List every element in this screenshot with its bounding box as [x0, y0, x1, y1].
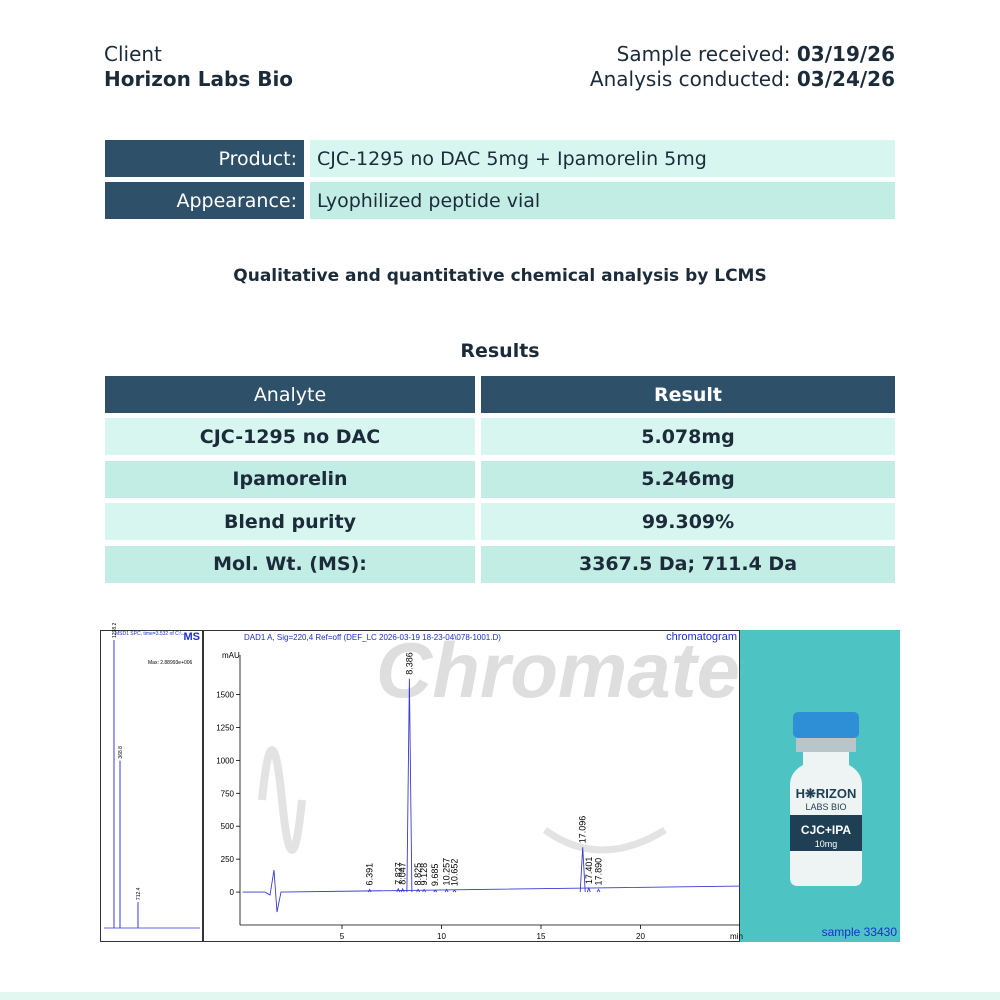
- vial-brand: H❋RIZON: [796, 786, 857, 801]
- ms-panel: [100, 630, 203, 942]
- footer-strip: [0, 992, 1000, 1000]
- table-cell: 99.309%: [481, 503, 895, 540]
- peak-label: 9.128: [419, 863, 429, 886]
- table-cell: CJC-1295 no DAC: [105, 418, 475, 455]
- peak: [367, 888, 372, 893]
- table-cell: Analyte: [105, 376, 475, 413]
- chromatogram-label: chromatogram: [666, 631, 737, 643]
- peak-label: 6.391: [365, 863, 375, 886]
- table-cell: 5.246mg: [481, 460, 895, 498]
- watermark-swoosh: [542, 827, 667, 854]
- ms-peak-label: 712.4: [136, 887, 142, 900]
- ms-peak-label: 1298.2: [112, 622, 118, 638]
- vial-cap: [793, 712, 859, 738]
- y-tick-label: 500: [221, 822, 235, 831]
- peak-label: 7.827: [393, 862, 403, 885]
- peak-label: 10.652: [449, 859, 459, 887]
- received-date: 03/19/26: [796, 42, 895, 66]
- table-cell: 3367.5 Da; 711.4 Da: [481, 545, 895, 583]
- watermark-icon: [258, 746, 306, 854]
- y-tick-label: 250: [221, 855, 235, 864]
- ms-max: Max: 2.88993e+006: [148, 660, 193, 666]
- peak: [406, 678, 413, 893]
- x-tick-label: 20: [636, 932, 645, 941]
- peak: [422, 888, 427, 893]
- sample-id: sample 33430: [822, 925, 898, 939]
- peak-label: 8.386: [404, 652, 414, 675]
- peak-label: 9.685: [430, 864, 440, 887]
- ms-header: MSD1 SPC, time=3.532 of C:\...: [115, 631, 186, 637]
- peak: [579, 847, 586, 893]
- conducted-date: 03/24/26: [796, 67, 895, 91]
- table-cell: Ipamorelin: [105, 460, 475, 498]
- received-label: Sample received:: [616, 42, 791, 66]
- peak-label: 17.096: [578, 816, 588, 844]
- conducted: Analysis conducted: 03/24/26: [590, 67, 895, 91]
- product-value: CJC-1295 no DAC 5mg + Ipamorelin 5mg: [310, 140, 895, 177]
- received: Sample received: 03/19/26: [617, 42, 895, 66]
- client-name: Horizon Labs Bio: [104, 67, 294, 91]
- watermark: Chromate: [376, 626, 740, 714]
- x-tick-label: 15: [537, 932, 546, 941]
- peak-label: 10.257: [442, 858, 452, 886]
- peak-label: 17.401: [584, 857, 594, 885]
- peak: [416, 888, 421, 893]
- x-axis-label: min: [730, 932, 743, 941]
- peak: [452, 889, 457, 893]
- client-label: Client: [104, 42, 162, 66]
- vial-crimp: [796, 738, 856, 752]
- peak: [396, 887, 401, 893]
- x-tick-label: 10: [437, 932, 446, 941]
- table-cell: Mol. Wt. (MS):: [105, 545, 475, 583]
- peak-label: 8.825: [413, 863, 423, 886]
- baseline-trace: [242, 870, 741, 913]
- y-tick-label: 0: [230, 888, 235, 897]
- x-tick-label: 5: [340, 932, 345, 941]
- y-tick-label: 750: [221, 789, 235, 798]
- ms-peak-label: 368.8: [118, 746, 124, 759]
- results-title: Results: [460, 340, 540, 362]
- peak: [596, 888, 601, 893]
- vial-brand-sub: LABS BIO: [805, 802, 846, 812]
- peak-label: 8.047: [398, 862, 408, 885]
- y-tick-label: 1000: [216, 756, 234, 765]
- ms-label: MS: [184, 631, 201, 643]
- product-label: Product:: [105, 140, 304, 177]
- y-axis-label: mAU: [222, 651, 240, 660]
- peak: [444, 888, 449, 893]
- peak: [433, 889, 438, 893]
- appearance-label: Appearance:: [105, 182, 304, 219]
- vial-dose: 10mg: [815, 839, 838, 849]
- peak-label: 17.890: [594, 858, 604, 886]
- method: Qualitative and quantitative chemical an…: [233, 266, 767, 286]
- table-cell: Blend purity: [105, 503, 475, 540]
- table-cell: Result: [481, 376, 895, 413]
- appearance-value: Lyophilized peptide vial: [310, 182, 895, 219]
- chromatogram-title: DAD1 A, Sig=220,4 Ref=off (DEF_LC 2026-0…: [244, 633, 501, 642]
- vial-label-band: [790, 815, 862, 851]
- peak: [586, 886, 591, 893]
- peak: [400, 887, 405, 893]
- y-tick-label: 1250: [216, 723, 234, 732]
- vial-product: CJC+IPA: [801, 823, 851, 837]
- table-cell: 5.078mg: [481, 418, 895, 455]
- conducted-label: Analysis conducted:: [589, 67, 791, 91]
- y-tick-label: 1500: [216, 691, 234, 700]
